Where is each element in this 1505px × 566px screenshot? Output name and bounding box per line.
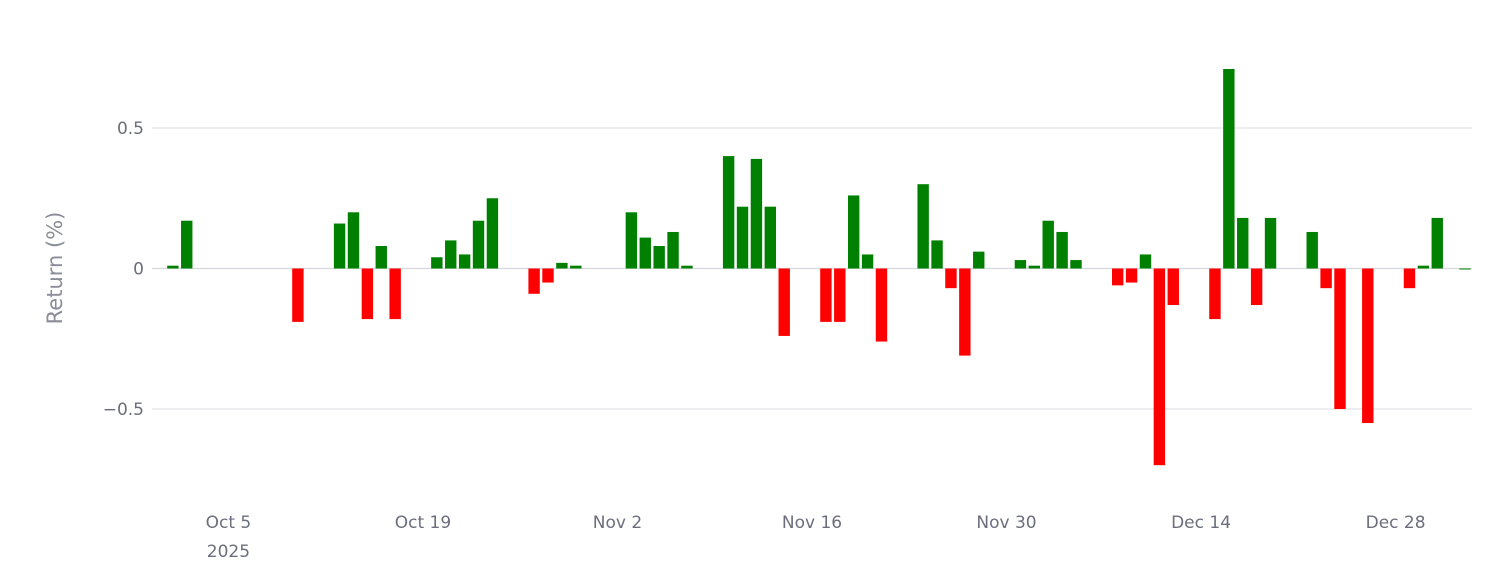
bar xyxy=(653,246,665,269)
bar xyxy=(458,254,471,269)
bar xyxy=(167,265,179,269)
bar xyxy=(472,220,485,269)
x-tick-label: Nov 16 xyxy=(782,513,842,533)
bar xyxy=(1459,268,1471,270)
bar xyxy=(1139,254,1152,269)
bar xyxy=(1334,268,1346,409)
bar xyxy=(917,184,929,269)
bar xyxy=(1403,268,1416,289)
bar xyxy=(1306,231,1318,269)
y-axis-label: Return (%) xyxy=(43,212,67,325)
bar xyxy=(1014,260,1027,269)
bar xyxy=(945,268,957,289)
bar xyxy=(181,220,193,269)
bar xyxy=(959,268,971,356)
bar xyxy=(736,206,749,269)
bar xyxy=(1028,265,1041,269)
bar xyxy=(1209,268,1221,320)
bar xyxy=(722,156,735,269)
y-tick-label: −0.5 xyxy=(103,400,144,420)
bar xyxy=(361,268,374,320)
bar xyxy=(1417,265,1430,269)
bar xyxy=(1070,260,1082,269)
bar xyxy=(1167,268,1179,306)
bar xyxy=(973,251,985,269)
bar xyxy=(834,268,846,322)
y-tick-label: 0 xyxy=(133,260,144,280)
bar xyxy=(1042,220,1054,269)
x-tick-label: Dec 28 xyxy=(1366,513,1426,533)
bar xyxy=(389,268,401,320)
x-tick-label: Nov 30 xyxy=(976,513,1036,533)
bar xyxy=(375,246,387,269)
x-tick-label: Nov 2 xyxy=(593,513,642,533)
bar xyxy=(556,262,568,269)
bar xyxy=(861,254,874,269)
bar xyxy=(875,268,888,342)
y-tick-label: 0.5 xyxy=(117,119,144,139)
bar xyxy=(1431,217,1443,269)
bar xyxy=(639,237,651,269)
bar xyxy=(820,268,832,322)
bar xyxy=(681,265,693,269)
bar xyxy=(847,195,860,269)
bar xyxy=(292,268,304,322)
bar xyxy=(542,268,554,283)
bar xyxy=(1125,268,1138,283)
x-tick-label: Oct 5 xyxy=(206,513,252,533)
bar xyxy=(764,206,777,269)
bar xyxy=(347,212,360,269)
x-tick-label: Oct 19 xyxy=(395,513,451,533)
bar xyxy=(445,240,457,269)
bar xyxy=(1264,217,1277,269)
bar xyxy=(667,231,679,269)
bar xyxy=(1153,268,1166,466)
bar xyxy=(1056,231,1068,269)
bar xyxy=(431,257,443,269)
bar xyxy=(333,223,346,269)
bar xyxy=(1250,268,1263,306)
x-tick-year-label: 2025 xyxy=(207,542,250,562)
bar xyxy=(1320,268,1332,289)
bar xyxy=(1237,217,1249,269)
bar xyxy=(1223,68,1235,269)
x-tick-label: Dec 14 xyxy=(1171,513,1231,533)
bar xyxy=(1362,268,1374,424)
bars xyxy=(167,68,1471,466)
bar xyxy=(931,240,943,269)
bar xyxy=(750,158,763,269)
y-axis-ticks: 0.5 0 −0.5 xyxy=(103,119,144,420)
bar xyxy=(625,212,638,269)
bar xyxy=(778,268,790,336)
bar xyxy=(528,268,540,294)
bar xyxy=(1111,268,1124,286)
x-axis-ticks: Oct 5 2025 Oct 19 Nov 2 Nov 16 Nov 30 Dec 14 De… xyxy=(206,513,1426,562)
bar xyxy=(570,265,582,269)
bar xyxy=(486,198,499,269)
